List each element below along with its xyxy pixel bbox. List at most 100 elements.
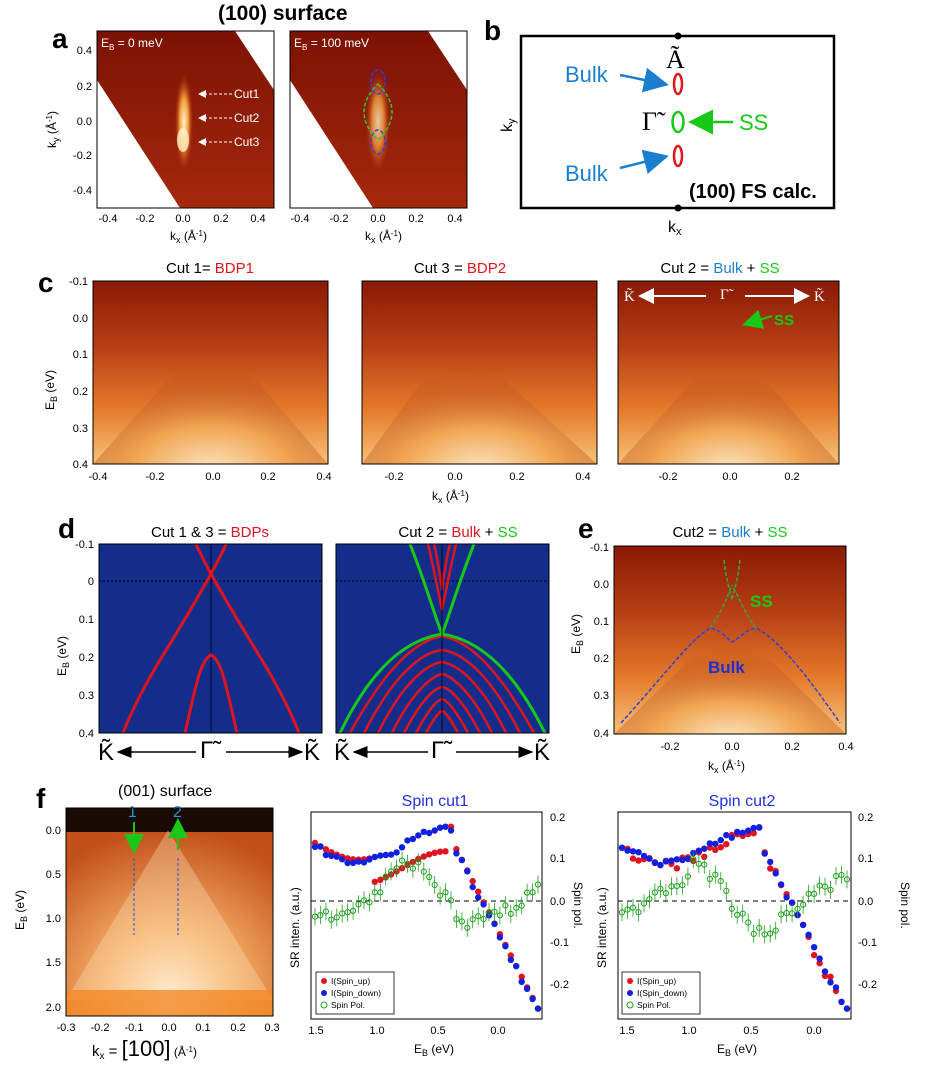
spin-up-point [371,878,378,885]
spin-down-point [640,852,648,860]
spin-pol-point [767,930,774,937]
svg-text:SR inten. (a.u.): SR inten. (a.u.) [288,887,302,968]
svg-text:2: 2 [173,804,182,821]
panel-c-titles: Cut 1= BDP1 Cut 3 = BDP2 Cut 2 = Bulk + … [166,260,780,277]
svg-text:EB (eV): EB (eV) [569,614,585,654]
spin-down-point [393,849,400,856]
svg-text:-0.2: -0.2 [146,471,165,483]
svg-text:EB (eV): EB (eV) [414,1042,454,1058]
panel-label-a: a [52,23,68,54]
spin-down-point [311,843,319,850]
svg-text:SS: SS [774,312,794,329]
svg-text:0.0: 0.0 [490,1025,505,1037]
spin-up-point [750,830,757,837]
spin-down-point [739,829,746,836]
spin-down-point [453,850,460,857]
spin-pol-point [415,859,422,866]
svg-text:-0.1: -0.1 [125,1022,144,1034]
svg-text:0.2: 0.2 [550,812,565,824]
spin-pol-point [838,871,845,879]
svg-text:-0.1: -0.1 [550,937,569,949]
svg-text:-0.2: -0.2 [659,471,678,483]
spin-pol-point [496,912,503,919]
arpes-cut2: K̃ Γ̃ K̃ SS [617,280,840,465]
spin-down-point [651,859,659,867]
svg-text:0.2: 0.2 [213,213,228,225]
svg-text:ky: ky [499,118,518,132]
spin-pol-point [734,911,741,918]
svg-text:0.0: 0.0 [175,213,190,225]
svg-text:0.2: 0.2 [73,386,88,398]
spin-up-point [827,973,834,980]
spin-down-point [772,870,779,877]
spin-down-point [431,827,438,834]
spin-down-point [415,832,422,839]
cut-labels: Cut1 Cut2 Cut3 [198,87,260,149]
svg-text:Spin cut2: Spin cut2 [709,793,776,810]
spin-pol-point [317,912,324,919]
spin-pol-point [328,916,335,923]
spin-pol-point [469,916,476,923]
panel-e-title: Cut2 = Bulk + SS [672,524,787,541]
spin-down-point [317,843,324,850]
svg-text:EB = 100 meV: EB = 100 meV [294,36,369,52]
svg-text:0.0: 0.0 [806,1025,821,1037]
svg-text:0.3: 0.3 [594,690,609,702]
svg-text:Cut1: Cut1 [234,87,260,101]
spin-down-point [756,824,763,831]
spin-cut2-plot: Spin cut2 I(Spin_up) I(Spin_down) Spin P… [617,793,852,1020]
svg-text:EB = 0 meV: EB = 0 meV [101,36,163,52]
svg-text:0.2: 0.2 [784,741,799,753]
svg-text:0.2: 0.2 [77,81,92,93]
svg-text:kx (Å-1): kx (Å-1) [708,758,745,775]
svg-text:-0.2: -0.2 [136,213,155,225]
svg-text:Cut 2 = Bulk + SS: Cut 2 = Bulk + SS [660,260,779,277]
svg-text:K̃: K̃ [534,739,550,766]
svg-text:Bulk: Bulk [708,658,745,677]
svg-text:-0.2: -0.2 [91,1022,110,1034]
spin-pol-point [333,914,340,921]
svg-text:kx = [100] (Å-1): kx = [100] (Å-1) [92,1036,197,1062]
spin-down-point [409,835,417,843]
svg-text:0.1: 0.1 [858,853,873,865]
spin-pol-point [398,857,406,864]
svg-text:SS: SS [750,592,773,611]
svg-text:Spin Pol.: Spin Pol. [331,1000,365,1010]
spin-pol-point [624,906,631,913]
fermi-map-1: EB = 0 meV Cut1 Cut2 Cut3 [96,30,275,209]
svg-text:-0.1: -0.1 [75,539,94,551]
spin-down-point [629,848,637,855]
svg-text:0.4: 0.4 [250,213,265,225]
svg-text:1.5: 1.5 [308,1025,323,1037]
spin-up-point [810,951,818,959]
spin-down-point [344,859,351,867]
spin-pol-point [442,889,449,896]
spin-pol-point [420,868,427,875]
svg-text:0.1: 0.1 [594,616,609,628]
spin-down-point [618,844,626,851]
svg-text:-0.1: -0.1 [858,937,877,949]
svg-text:EB (eV): EB (eV) [43,370,59,410]
svg-text:0.3: 0.3 [73,423,88,435]
svg-text:0.1: 0.1 [79,614,94,626]
spin-up-point [322,846,330,853]
svg-text:0.0: 0.0 [73,313,88,325]
spin-down-point [838,998,845,1006]
svg-text:1.0: 1.0 [369,1025,384,1037]
spin-down-point [480,901,487,908]
spin-pol-point [778,911,785,918]
spin-down-point [843,1005,851,1012]
svg-text:0.0: 0.0 [447,471,462,483]
spin-pol-point [684,873,692,880]
spin-down-point [496,934,504,941]
spin-pol-point [513,904,520,911]
spin-pol-point [529,889,536,896]
spin-down-point [387,851,395,858]
spin-down-point [377,852,384,859]
spin-up-point [816,960,823,967]
spin-up-point [821,972,829,980]
spin-pol-point [507,910,514,918]
svg-text:kx (Å-1): kx (Å-1) [432,488,469,505]
svg-text:0.2: 0.2 [230,1022,245,1034]
spin-pol-point [662,890,670,897]
